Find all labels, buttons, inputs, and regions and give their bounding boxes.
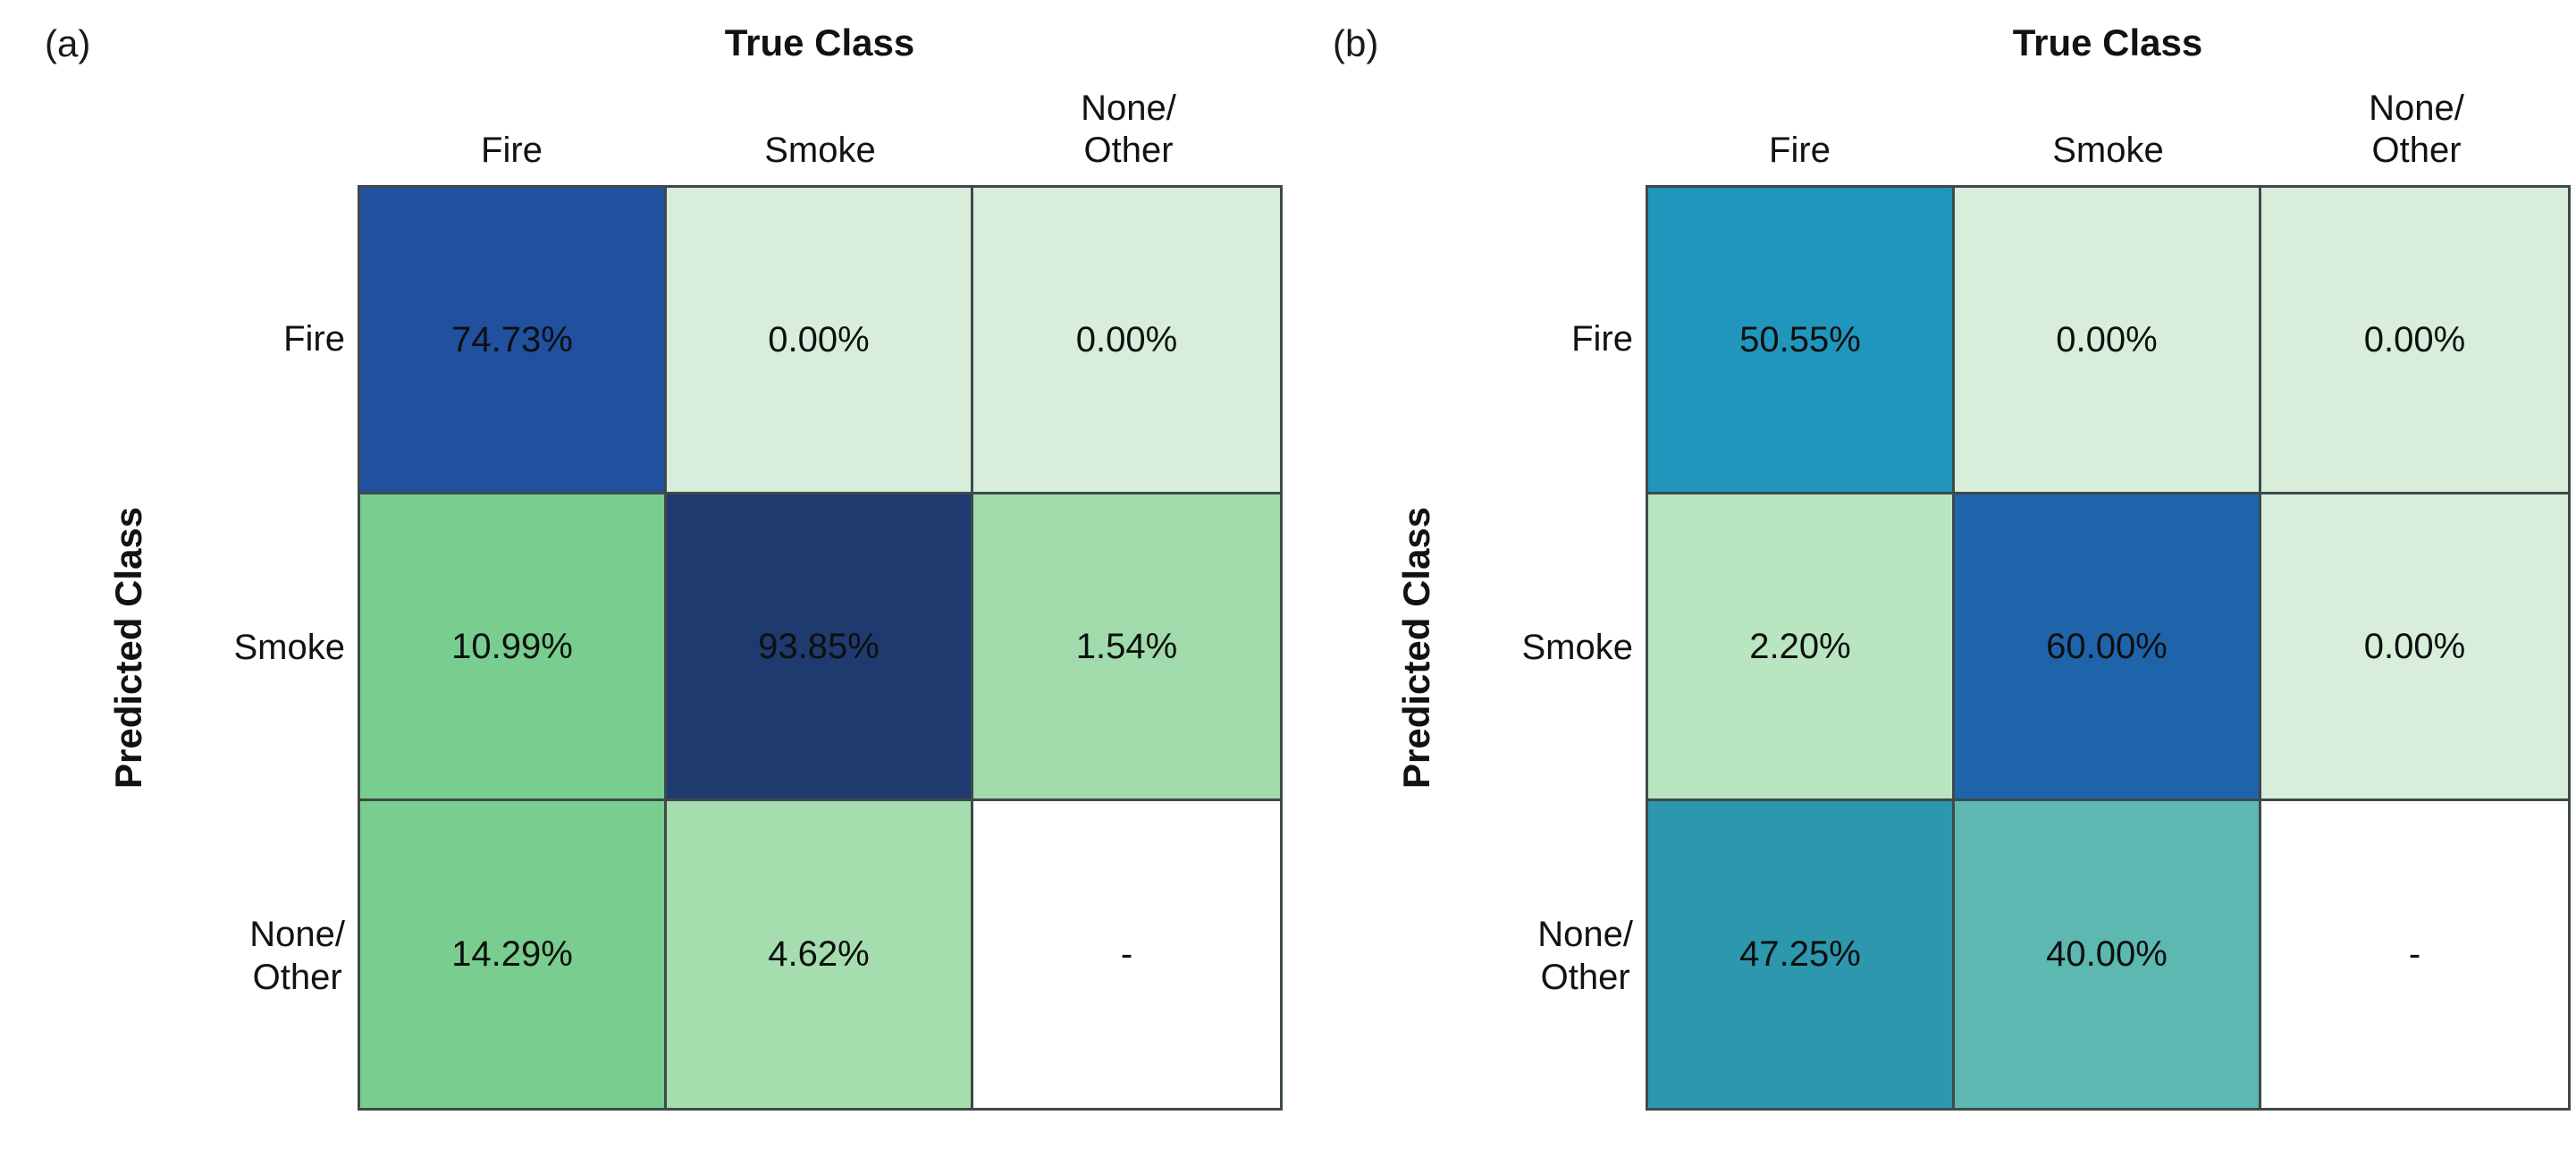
- panel-a-column-headers: Fire Smoke None/ Other: [358, 72, 1283, 181]
- panel-b-x-axis-title: True Class: [2012, 21, 2203, 63]
- matrix-cell: 60.00%: [1955, 494, 2261, 801]
- panel-b-label: (b): [1333, 22, 1379, 64]
- matrix-cell: 10.99%: [360, 494, 667, 801]
- matrix-cell: 2.20%: [1648, 494, 1955, 801]
- matrix-cell: 93.85%: [667, 494, 973, 801]
- matrix-cell: -: [2261, 801, 2568, 1108]
- panel-b-column-headers: Fire Smoke None/ Other: [1646, 72, 2571, 181]
- panel-a: (a) True Class Fire Smoke None/ Other Pr…: [45, 21, 1283, 1111]
- row-label-fire: Fire: [283, 318, 345, 359]
- panel-a-label: (a): [45, 22, 91, 64]
- column-header-fire: Fire: [481, 130, 543, 170]
- panel-b-y-axis-title: Predicted Class: [1395, 506, 1437, 790]
- row-label-none-other: None/ Other: [249, 915, 345, 997]
- matrix-cell: 14.29%: [360, 801, 667, 1108]
- panel-b-matrix-grid: 50.55% 0.00% 0.00% 2.20% 60.00% 0.00% 47…: [1646, 185, 2571, 1111]
- matrix-cell: 0.00%: [973, 188, 1280, 494]
- matrix-cell: 47.25%: [1648, 801, 1955, 1108]
- panel-b: (b) True Class Fire Smoke None/ Other Pr…: [1288, 0, 2576, 1149]
- matrix-cell: -: [973, 801, 1280, 1108]
- row-label-fire: Fire: [1571, 318, 1633, 359]
- matrix-cell: 50.55%: [1648, 188, 1955, 494]
- matrix-cell: 74.73%: [360, 188, 667, 494]
- panel-a-matrix-grid: 74.73% 0.00% 0.00% 10.99% 93.85% 1.54% 1…: [358, 185, 1283, 1111]
- column-header-smoke: Smoke: [764, 130, 876, 170]
- matrix-cell: 0.00%: [2261, 188, 2568, 494]
- row-label-smoke: Smoke: [1521, 627, 1634, 667]
- panel-a-x-axis-title: True Class: [724, 21, 915, 63]
- matrix-cell: 0.00%: [2261, 494, 2568, 801]
- matrix-cell: 40.00%: [1955, 801, 2261, 1108]
- column-header-smoke: Smoke: [2052, 130, 2164, 170]
- panel-a-y-axis-title: Predicted Class: [107, 506, 149, 790]
- row-label-none-other: None/ Other: [1537, 915, 1633, 997]
- row-label-smoke: Smoke: [233, 627, 346, 667]
- column-header-none-other: None/ Other: [1081, 88, 1176, 170]
- matrix-cell: 0.00%: [1955, 188, 2261, 494]
- matrix-cell: 4.62%: [667, 801, 973, 1108]
- column-header-fire: Fire: [1769, 130, 1831, 170]
- matrix-cell: 1.54%: [973, 494, 1280, 801]
- matrix-cell: 0.00%: [667, 188, 973, 494]
- column-header-none-other: None/ Other: [2369, 88, 2464, 170]
